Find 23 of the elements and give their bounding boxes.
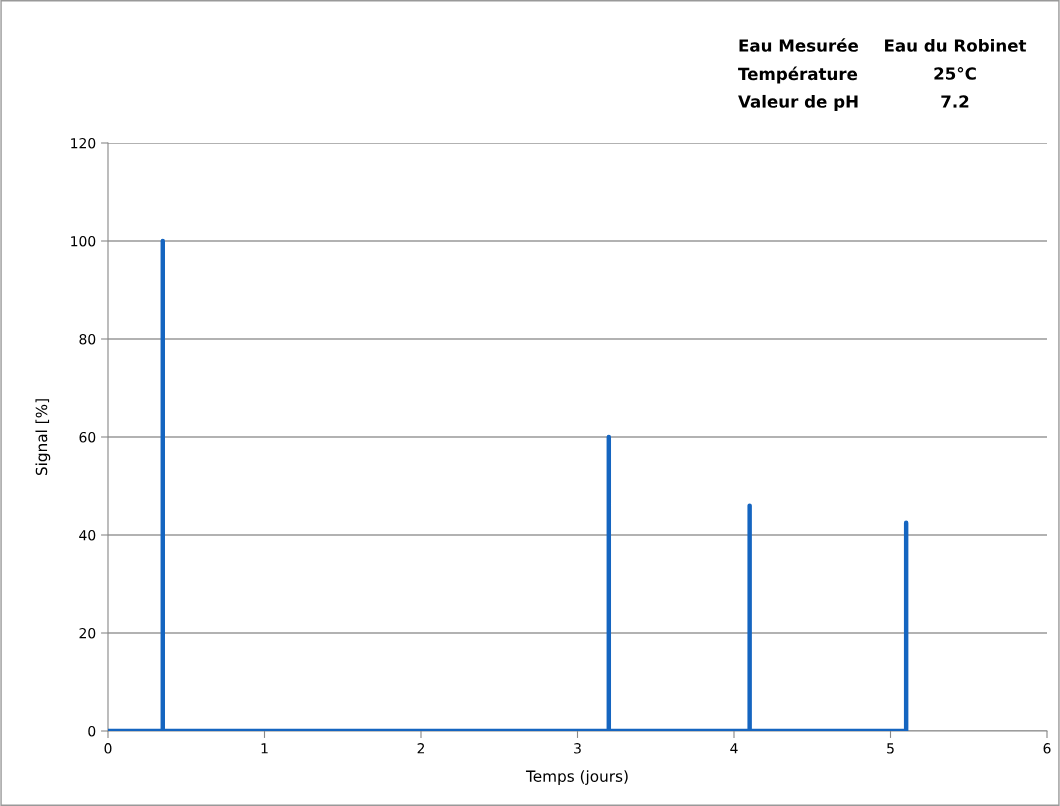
text: 7.2	[941, 95, 969, 108]
y-tick-label: 120	[71, 137, 96, 149]
text: Température	[738, 66, 858, 84]
y-tick-label: 20	[79, 627, 96, 639]
x-tick-label: 2	[417, 743, 425, 754]
x-tick-label: 1	[261, 743, 268, 754]
text: Eau Mesurée	[739, 38, 858, 52]
y-tick-label: 40	[79, 529, 96, 541]
y-tick-label: 80	[79, 333, 96, 345]
x-tick-label: 4	[730, 743, 738, 754]
y-tick-label: 0	[88, 725, 96, 737]
x-axis-title: Temps (jours)	[525, 770, 628, 785]
y-tick-label: 60	[79, 431, 96, 443]
text: Valeur de pH	[738, 94, 858, 112]
text: Eau du Robinet	[885, 38, 1027, 52]
x-tick-label: 5	[887, 743, 894, 754]
x-tick-label: 0	[104, 743, 112, 754]
y-tick-label: 100	[71, 235, 96, 247]
line-series	[108, 238, 909, 731]
text: 25°C	[934, 67, 976, 80]
x-tick-label: 6	[1043, 743, 1051, 754]
x-tick-label: 3	[574, 743, 581, 754]
y-axis-title: Signal [%]	[35, 399, 51, 476]
